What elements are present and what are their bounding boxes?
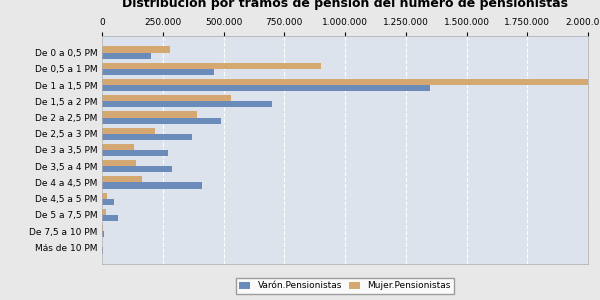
Bar: [102, 176, 142, 182]
Bar: [102, 225, 103, 231]
Bar: [102, 52, 151, 59]
Bar: [102, 160, 136, 166]
Bar: [102, 85, 430, 91]
Bar: [102, 95, 231, 101]
Bar: [102, 248, 103, 254]
Bar: [102, 79, 588, 85]
Bar: [102, 193, 107, 199]
Bar: [102, 63, 320, 69]
Bar: [102, 128, 155, 134]
Bar: [102, 69, 214, 75]
Bar: [102, 101, 272, 107]
Bar: [102, 118, 221, 124]
Title: Distribución por tramos de pensión del número de pensionistas: Distribución por tramos de pensión del n…: [122, 0, 568, 10]
Bar: [102, 199, 114, 205]
Bar: [102, 111, 197, 118]
Bar: [102, 144, 134, 150]
Legend: Varón.Pensionistas, Mujer.Pensionistas: Varón.Pensionistas, Mujer.Pensionistas: [236, 278, 454, 294]
Bar: [102, 150, 167, 156]
Bar: [102, 209, 106, 215]
Bar: [102, 231, 104, 237]
Bar: [102, 166, 172, 172]
Bar: [102, 134, 192, 140]
Bar: [102, 46, 170, 52]
Bar: [102, 182, 202, 189]
Bar: [102, 215, 118, 221]
